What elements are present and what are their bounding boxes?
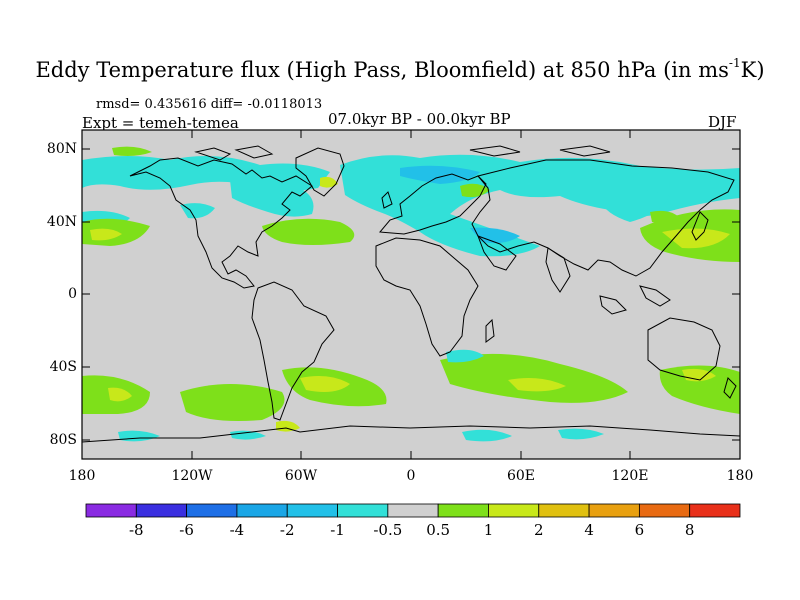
- colorbar-swatch: [538, 503, 590, 518]
- y-label-40s: 40S: [49, 359, 77, 375]
- shade-pacific-positive-yellow: [90, 228, 122, 241]
- colorbar-label: 2: [534, 521, 544, 539]
- colorbar-swatch: [85, 503, 137, 518]
- coast-madagascar: [485, 318, 495, 343]
- x-label-0: 0: [406, 468, 416, 484]
- shade-antarctic-negative-3: [558, 428, 604, 440]
- y-label-40n: 40N: [46, 214, 77, 230]
- shade-north-atlantic-negative: [230, 179, 314, 217]
- shade-nw-pacific-positive-yellow: [662, 228, 730, 249]
- shade-china-positive: [650, 210, 680, 224]
- coast-africa: [375, 237, 479, 357]
- colorbar-swatch: [286, 503, 338, 518]
- coast-japan: [691, 211, 709, 241]
- x-label-180e: 180: [726, 468, 754, 484]
- shade-south-indian-positive-yellow: [508, 378, 566, 392]
- x-label-120e: 120E: [611, 468, 649, 484]
- colorbar-swatch: [387, 503, 439, 518]
- season-label: DJF: [708, 113, 737, 131]
- coast-asia: [471, 159, 735, 277]
- shade-antarctic-negative-4: [230, 430, 266, 440]
- colorbar-swatch: [638, 503, 691, 518]
- x-label-120w: 120W: [171, 468, 213, 484]
- coast-arabia: [477, 235, 517, 271]
- shade-greenland-positive: [320, 176, 338, 188]
- shade-antarctic-negative-2: [462, 429, 512, 442]
- shade-sw-pacific-positive-yellow: [108, 387, 132, 402]
- shade-south-atlantic-positive-yellow: [300, 376, 350, 392]
- coast-arctic-islands: [194, 145, 611, 161]
- shade-australia-south-positive: [659, 365, 740, 414]
- colorbar: [85, 503, 741, 518]
- shade-europe-positive: [460, 183, 490, 198]
- shade-arctic-positive: [112, 146, 152, 156]
- colorbar-swatch: [135, 503, 188, 518]
- colorbar-swatch: [488, 503, 540, 518]
- shade-north-atlantic-positive: [262, 218, 355, 245]
- colorbar-label: -8: [128, 521, 144, 539]
- colorbar-label: -4: [229, 521, 245, 539]
- x-label-60e: 60E: [506, 468, 536, 484]
- coast-antarctica: [81, 425, 741, 443]
- coast-india: [545, 247, 571, 293]
- x-label-180w: 180: [68, 468, 96, 484]
- experiment-label: Expt = temeh-temea: [82, 114, 239, 132]
- colorbar-label: -0.5: [373, 521, 403, 539]
- coast-south-america: [251, 281, 335, 421]
- colorbar-swatch: [337, 503, 389, 518]
- y-label-80n: 80N: [46, 141, 77, 157]
- coast-australia: [647, 317, 721, 381]
- shade-south-pacific-positive: [180, 384, 285, 421]
- period-label: 07.0kyr BP - 00.0kyr BP: [328, 110, 511, 128]
- colorbar-label: -2: [279, 521, 295, 539]
- chart-title: Eddy Temperature flux (High Pass, Bloomf…: [35, 56, 765, 82]
- y-label-80s: 80S: [49, 432, 77, 448]
- colorbar-label: 8: [684, 521, 695, 539]
- colorbar-swatch: [689, 503, 741, 518]
- y-ticks: [82, 148, 740, 441]
- coastlines: [81, 145, 741, 443]
- shade-siberia-negative-dark: [400, 165, 480, 184]
- colorbar-label: 0.5: [426, 521, 451, 539]
- colorbar-label: -6: [179, 521, 194, 539]
- coast-southeast-asia: [599, 285, 671, 315]
- colorbar-swatch: [186, 503, 238, 518]
- shade-eastasia-negative: [600, 188, 670, 222]
- shade-north-pacific-west-negative: [180, 203, 215, 219]
- coast-north-america: [129, 157, 313, 289]
- coast-greenland: [295, 147, 345, 197]
- anomaly-shading: [82, 146, 740, 442]
- colorbar-label: 4: [584, 521, 594, 539]
- colorbar-swatch: [437, 503, 489, 518]
- colorbar-label: 6: [634, 521, 645, 539]
- colorbar-swatch: [588, 503, 640, 518]
- stats-text: rmsd= 0.435616 diff= -0.0118013: [96, 97, 323, 112]
- coast-new-zealand: [723, 377, 737, 399]
- colorbar-label: 1: [483, 521, 494, 539]
- y-label-0: 0: [68, 286, 77, 302]
- x-ticks: [81, 130, 741, 459]
- colorbar-swatch: [236, 503, 288, 518]
- colorbar-label: -1: [330, 521, 345, 539]
- coast-uk: [381, 191, 393, 209]
- shade-mideast-negative-dark: [470, 227, 520, 244]
- shade-south-africa-negative: [446, 349, 484, 363]
- x-label-60w: 60W: [284, 468, 318, 484]
